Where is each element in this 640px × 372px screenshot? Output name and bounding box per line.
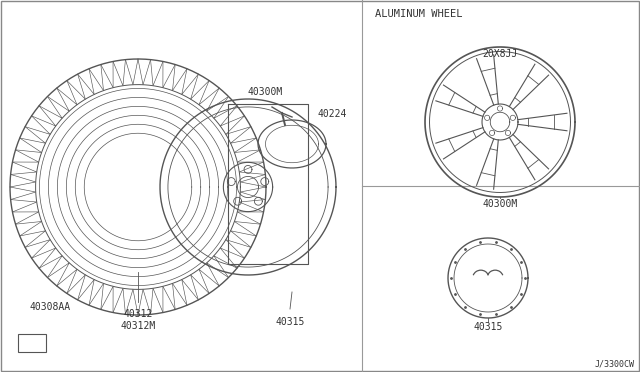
Text: 40315: 40315: [275, 317, 305, 327]
Text: J/3300CW: J/3300CW: [595, 359, 635, 369]
Text: 40312
40312M: 40312 40312M: [120, 309, 156, 331]
Text: 20X8JJ: 20X8JJ: [483, 49, 518, 59]
Text: 40315: 40315: [474, 322, 502, 332]
Text: 40308AA: 40308AA: [30, 302, 71, 312]
Text: ALUMINUM WHEEL: ALUMINUM WHEEL: [375, 9, 463, 19]
Text: 40300M: 40300M: [248, 87, 283, 97]
Text: 40224: 40224: [318, 109, 348, 119]
Text: 40300M: 40300M: [483, 199, 518, 209]
